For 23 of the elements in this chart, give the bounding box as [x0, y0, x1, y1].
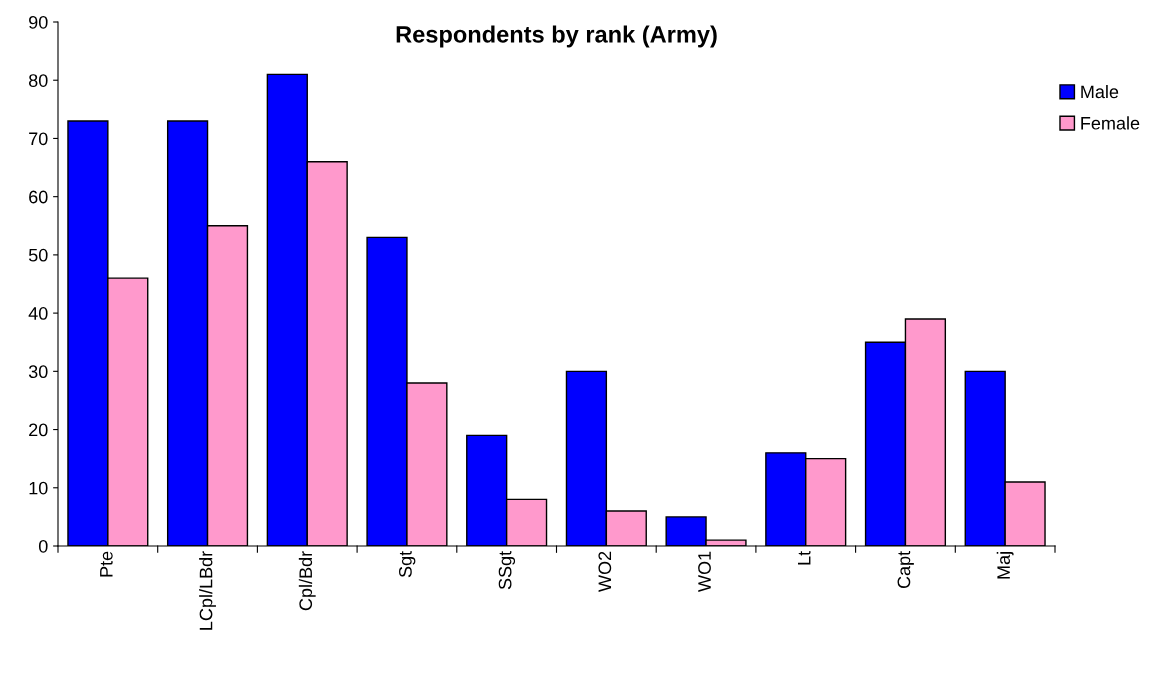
x-tick-label: Capt [897, 550, 914, 589]
x-tick-label: SSgt [498, 550, 516, 590]
x-tick-label: LCpl/LBdr [199, 551, 216, 630]
legend-label: Male [1081, 84, 1119, 99]
y-tick-label: 60 [29, 190, 48, 204]
y-tick-label: 30 [28, 365, 48, 379]
legend-label: Female [1081, 116, 1140, 130]
y-tick-label: 70 [29, 132, 48, 146]
chart-title: Respondents by rank (Army) [396, 25, 717, 48]
y-tick-label: 10 [29, 481, 48, 495]
y-tick-label: 0 [38, 539, 48, 553]
y-tick-label: 40 [28, 307, 48, 320]
x-tick-label: Maj [996, 552, 1014, 579]
x-tick-label: Lt [798, 550, 811, 565]
x-tick-label: Cpl/Bdr [298, 551, 316, 611]
y-tick-label: 80 [28, 74, 48, 87]
y-tick-label: 20 [29, 423, 48, 437]
y-tick-label: 50 [28, 248, 48, 262]
x-tick-label: Pte [100, 551, 113, 577]
x-tick-label: WO2 [598, 551, 612, 592]
x-tick-label: WO1 [698, 551, 711, 592]
x-tick-label: Sgt [399, 550, 416, 578]
y-tick-label: 90 [29, 15, 48, 29]
